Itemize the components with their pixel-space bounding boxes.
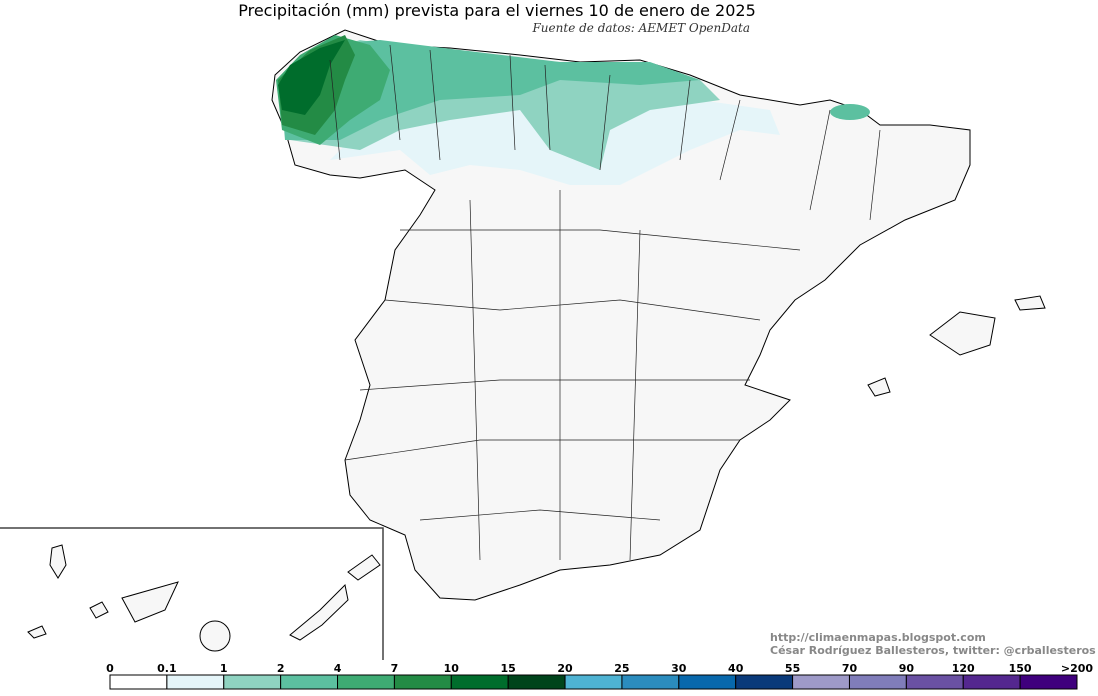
legend-swatch: [393, 674, 452, 690]
legend-label: 150: [1009, 662, 1032, 675]
legend-label: 90: [899, 662, 915, 675]
mallorca: [929, 311, 996, 356]
ibiza: [867, 377, 891, 397]
rain-area-pyrenees: [830, 104, 870, 120]
map: [0, 29, 1046, 660]
canary-gomera: [89, 601, 109, 619]
source-note: Fuente de datos: AEMET OpenData: [531, 21, 750, 35]
legend-label: 0: [106, 662, 114, 675]
legend-label: >200: [1061, 662, 1094, 675]
map-title: Precipitación (mm) prevista para el vier…: [238, 1, 756, 20]
canary-fuerteventura: [289, 583, 349, 641]
legend-swatch: [280, 674, 339, 690]
legend-label: 15: [501, 662, 516, 675]
legend-label: 4: [334, 662, 342, 675]
legend-swatch: [166, 674, 225, 690]
legend-swatch: [792, 674, 850, 690]
legend-label: 120: [952, 662, 975, 675]
legend-label: 40: [728, 662, 744, 675]
legend-swatch: [450, 674, 509, 690]
legend-swatch: [905, 674, 964, 690]
legend-label: 0.1: [157, 662, 177, 675]
legend-swatch: [621, 674, 680, 690]
legend-swatch: [223, 674, 282, 690]
legend-label: 20: [557, 662, 573, 675]
province-lines: [329, 44, 881, 561]
legend-label: 2: [277, 662, 285, 675]
legend-label: 25: [614, 662, 629, 675]
legend: 0 0.1 1 2 4 7 10 15 20 25 30 40 55 70 90 120 150 >200: [106, 662, 1094, 690]
legend-swatch: [678, 674, 737, 690]
canary-lanzarote: [347, 554, 381, 581]
legend-swatch: [1019, 674, 1078, 690]
legend-label: 30: [671, 662, 687, 675]
legend-label: 10: [444, 662, 460, 675]
rain-area-6: [278, 40, 345, 115]
legend-swatch: [507, 674, 566, 690]
legend-swatch: [735, 674, 794, 690]
legend-label: 55: [785, 662, 800, 675]
canary-tenerife: [121, 581, 179, 623]
legend-swatch: [337, 674, 395, 690]
legend-label: 70: [842, 662, 858, 675]
legend-swatch: [848, 674, 907, 690]
legend-swatch: [962, 674, 1021, 690]
credit-author: César Rodríguez Ballesteros, twitter: @c…: [770, 644, 1096, 657]
legend-swatch: [109, 674, 168, 690]
canary-la-palma: [49, 544, 67, 579]
legend-label: 7: [391, 662, 399, 675]
canary-gran-canaria: [199, 620, 231, 652]
canary-inset-frame: [0, 527, 384, 660]
menorca: [1014, 295, 1046, 311]
canary-hierro: [27, 625, 47, 639]
credit-url: http://climaenmapas.blogspot.com: [770, 631, 986, 644]
legend-label: 1: [220, 662, 228, 675]
legend-swatch: [564, 674, 623, 690]
